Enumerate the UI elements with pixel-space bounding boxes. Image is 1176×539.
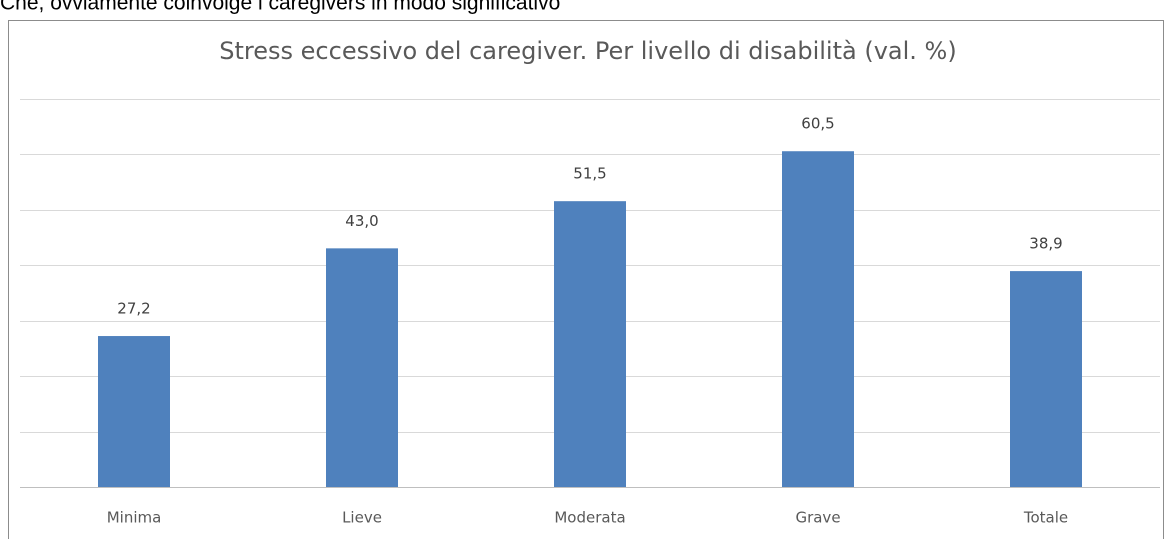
bar <box>782 151 854 487</box>
value-label: 38,9 <box>1029 235 1062 253</box>
chart-title: Stress eccessivo del caregiver. Per live… <box>219 37 956 65</box>
x-tick-label: Moderata <box>554 509 625 527</box>
bar <box>98 336 170 487</box>
x-tick-label: Minima <box>107 509 162 527</box>
bar <box>554 201 626 488</box>
caption: Che, ovviamente coinvolge i caregivers i… <box>0 0 560 15</box>
value-label: 51,5 <box>573 165 606 183</box>
x-tick-label: Grave <box>795 509 840 527</box>
value-label: 43,0 <box>345 212 378 230</box>
bar <box>326 248 398 487</box>
x-tick-label: Lieve <box>342 509 382 527</box>
value-label: 60,5 <box>801 115 834 133</box>
value-label: 27,2 <box>117 300 150 318</box>
bar <box>1010 271 1082 487</box>
x-tick-label: Totale <box>1023 509 1068 527</box>
